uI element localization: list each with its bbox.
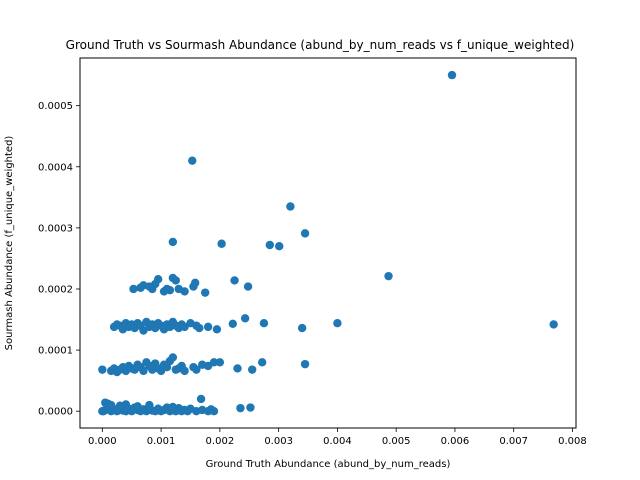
data-point [384, 271, 393, 281]
data-point [153, 275, 163, 284]
data-point [217, 239, 226, 248]
data-point [549, 320, 558, 329]
data-point [215, 358, 225, 367]
data-point [139, 366, 148, 376]
data-point [300, 229, 310, 238]
data-point [168, 353, 178, 362]
data-point [121, 400, 131, 409]
y-tick-label: 0.0003 [38, 223, 73, 234]
data-point [233, 364, 242, 373]
data-point [168, 402, 178, 412]
data-point [228, 319, 237, 329]
data-point [286, 202, 295, 211]
data-point [203, 322, 213, 332]
data-point [180, 287, 189, 296]
data-point [133, 402, 142, 411]
data-point [212, 325, 222, 334]
data-point [200, 288, 210, 297]
x-tick-label: 0.006 [441, 436, 470, 447]
data-point [180, 366, 189, 376]
data-point [98, 365, 107, 374]
x-tick-label: 0.004 [323, 436, 352, 447]
data-point [300, 359, 310, 369]
data-point [171, 276, 180, 285]
data-point [243, 282, 253, 291]
data-point [168, 237, 178, 247]
data-point [259, 319, 269, 328]
data-point [190, 278, 200, 288]
x-tick-label: 0.005 [382, 436, 411, 447]
data-point [333, 319, 342, 328]
y-tick-label: 0.0000 [38, 407, 73, 418]
y-axis-label: Sourmash Abundance (f_unique_weighted) [4, 136, 15, 351]
data-point [145, 400, 154, 410]
data-point [236, 403, 245, 413]
x-tick-label: 0.008 [558, 436, 587, 447]
data-point [230, 276, 239, 285]
x-tick-label: 0.001 [147, 436, 176, 447]
y-tick-label: 0.0002 [38, 284, 73, 295]
data-point [196, 394, 206, 404]
y-tick-label: 0.0001 [38, 346, 73, 357]
x-tick-label: 0.000 [88, 436, 117, 447]
data-point [265, 240, 275, 250]
y-tick-label: 0.0005 [38, 101, 73, 112]
x-tick-label: 0.002 [206, 436, 235, 447]
data-points [98, 70, 558, 416]
data-point [165, 286, 175, 295]
data-point [246, 403, 255, 412]
y-axis-ticks: 0.0000 0.0001 0.0002 0.0003 0.0004 0.0005 [38, 101, 80, 418]
data-point [188, 156, 197, 165]
x-axis-ticks: 0.000 0.001 0.002 0.003 0.004 0.005 0.006 0.007… [88, 428, 587, 447]
plot-frame [79, 57, 577, 429]
x-tick-label: 0.003 [264, 436, 293, 447]
data-point [240, 314, 250, 323]
x-tick-label: 0.007 [499, 436, 528, 447]
data-point [275, 242, 284, 251]
data-point [247, 365, 257, 374]
data-point [257, 358, 267, 367]
data-point [106, 400, 116, 410]
data-point [192, 365, 201, 374]
data-point [209, 407, 219, 416]
data-point [297, 323, 307, 333]
data-point [209, 358, 219, 367]
data-point [447, 70, 457, 80]
y-tick-label: 0.0004 [38, 162, 73, 173]
data-point [195, 323, 204, 333]
data-point [129, 284, 138, 294]
x-axis-label: Ground Truth Abundance (abund_by_num_rea… [206, 459, 451, 470]
chart-title: Ground Truth vs Sourmash Abundance (abun… [66, 38, 575, 52]
